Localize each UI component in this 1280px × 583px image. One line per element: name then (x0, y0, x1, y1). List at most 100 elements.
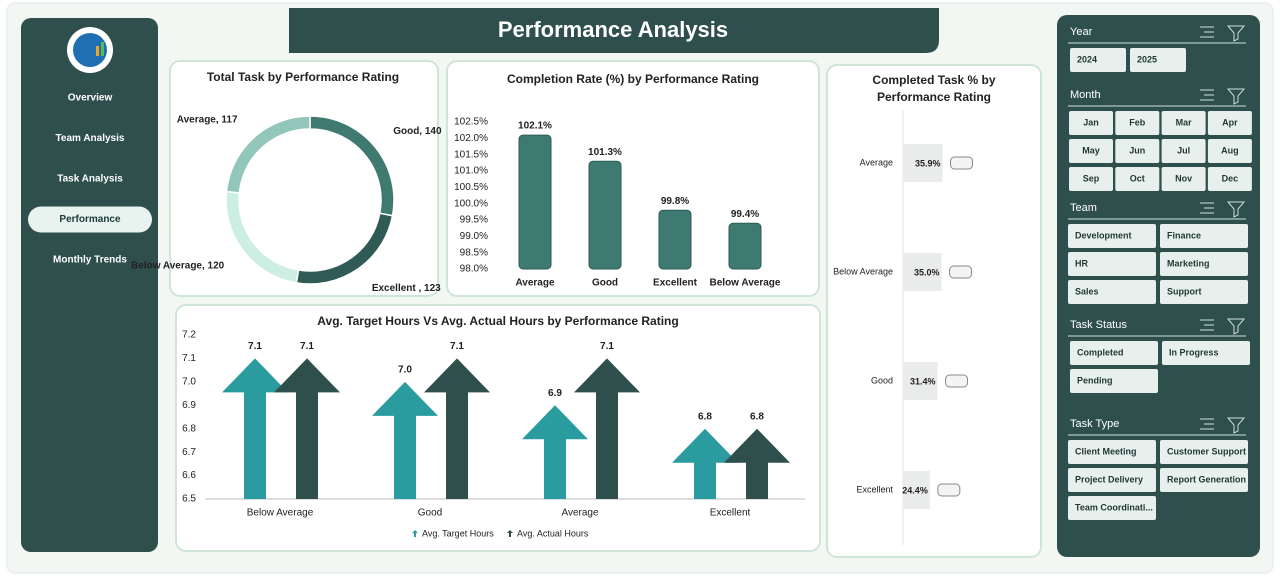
page-title: Performance Analysis (498, 17, 728, 42)
multiselect-icon (1200, 319, 1214, 331)
slicer-item[interactable]: Oct (1130, 173, 1145, 183)
data-label: 102.1% (518, 121, 552, 132)
slicer-item[interactable]: Jul (1177, 145, 1190, 155)
nav-item[interactable]: Task Analysis (57, 174, 123, 185)
slicer-button[interactable] (1161, 111, 1206, 135)
slicer-button[interactable] (1068, 252, 1156, 276)
x-tick-label: Good (592, 278, 618, 289)
nav-item[interactable]: Overview (68, 93, 113, 104)
slicer-item[interactable]: Sep (1083, 173, 1100, 183)
slicer-item[interactable]: Jun (1129, 145, 1145, 155)
data-label: 99.4% (731, 209, 759, 220)
slicer-item[interactable]: Completed (1077, 347, 1124, 357)
data-label: 31.4% (910, 376, 936, 386)
bar (903, 362, 938, 400)
filter-icon (1226, 201, 1246, 218)
slicer-item[interactable]: May (1082, 145, 1100, 155)
nav-item[interactable]: Team Analysis (56, 133, 125, 144)
slicer-button[interactable] (1207, 167, 1252, 191)
arrow-bar (672, 428, 738, 499)
slicer-button[interactable] (1160, 224, 1248, 248)
logo-bar (101, 42, 104, 56)
slicer-item[interactable]: Client Meeting (1075, 446, 1137, 456)
slicer-item[interactable]: Development (1075, 230, 1132, 240)
slicers: Year 2024 2025 Month Jan Feb Mar Apr May Jun Jul Au… (1068, 25, 1252, 520)
slicer-button[interactable] (1070, 341, 1158, 365)
x-tick-label: Below Average (247, 508, 314, 519)
car-icon (937, 483, 961, 497)
slicer-button[interactable] (1160, 468, 1248, 492)
slicer-item[interactable]: Pending (1077, 375, 1113, 385)
slicer-item[interactable]: Nov (1175, 173, 1192, 183)
slicer-item[interactable]: HR (1075, 258, 1088, 268)
slicer-item[interactable]: Dec (1222, 173, 1239, 183)
slicer-item[interactable]: Aug (1221, 145, 1239, 155)
nav-item[interactable]: Monthly Trends (53, 255, 127, 266)
multiselect-icon (1200, 89, 1214, 101)
slicer-item[interactable]: Team Coordinati... (1075, 502, 1153, 512)
slicer-button[interactable] (1115, 111, 1160, 135)
slicer-item[interactable]: 2024 (1077, 54, 1097, 64)
slicer-button[interactable] (1160, 440, 1248, 464)
legend-label: Avg. Target Hours (422, 528, 494, 538)
filter-icon (1226, 417, 1246, 434)
x-tick-label: Excellent (710, 508, 751, 519)
chart-title: Avg. Target Hours Vs Avg. Actual Hours b… (317, 314, 678, 328)
data-label: Below Average, 120 (131, 260, 225, 271)
slicer-button[interactable] (1161, 167, 1206, 191)
slicer-button[interactable] (1069, 111, 1113, 135)
slicer-item[interactable]: In Progress (1169, 347, 1219, 357)
bar (903, 144, 943, 182)
nav-item[interactable]: Performance (59, 214, 121, 225)
chart-title: Total Task by Performance Rating (207, 70, 399, 84)
slicer-button[interactable] (1161, 139, 1206, 163)
slicer-title: Team (1070, 202, 1097, 214)
chart-title-box: Completed Task % by Performance Rating (872, 73, 995, 104)
panel (175, 304, 821, 552)
chart-title: Completion Rate (%) by Performance Ratin… (507, 72, 759, 86)
arrow-bar (274, 358, 340, 499)
slicer-item[interactable]: Support (1167, 286, 1202, 296)
y-tick-label: 100.0% (454, 198, 488, 209)
y-tick-label: 6.7 (182, 447, 196, 458)
slicer-button[interactable] (1070, 369, 1158, 393)
slicer-button[interactable] (1068, 440, 1156, 464)
slicer-item[interactable]: Jan (1083, 117, 1099, 127)
slicer-item[interactable]: 2025 (1137, 54, 1157, 64)
slicer-item[interactable]: Apr (1222, 117, 1238, 127)
slicer-button[interactable] (1160, 280, 1248, 304)
slicer-button[interactable] (1207, 111, 1252, 135)
slicer-item[interactable]: Mar (1176, 117, 1193, 127)
panel (826, 64, 1042, 558)
slicer-button[interactable] (1115, 139, 1160, 163)
slicer-button[interactable] (1068, 224, 1156, 248)
data-label: 24.4% (902, 485, 928, 495)
legend-marker (507, 530, 513, 537)
slicer-button[interactable] (1207, 139, 1252, 163)
slicer-button[interactable] (1130, 48, 1186, 72)
data-label: 7.1 (600, 341, 614, 352)
slicer-button[interactable] (1068, 280, 1156, 304)
bar (728, 222, 762, 270)
slicer-item[interactable]: Report Generation (1167, 474, 1246, 484)
slicer-button[interactable] (1068, 468, 1156, 492)
slicer-item[interactable]: Feb (1129, 117, 1146, 127)
legend-label: Avg. Actual Hours (517, 528, 589, 538)
slicer-item[interactable]: Marketing (1167, 258, 1210, 268)
slicer-button[interactable] (1160, 252, 1248, 276)
slicer-button[interactable] (1068, 496, 1156, 520)
slicer-button[interactable] (1069, 167, 1113, 191)
data-label: 35.0% (914, 267, 940, 277)
slicer-item[interactable]: Customer Support (1167, 446, 1246, 456)
slicer-item[interactable]: Finance (1167, 230, 1201, 240)
slicer-button[interactable] (1070, 48, 1126, 72)
slicer-button[interactable] (1069, 139, 1113, 163)
x-tick-label: Excellent (653, 278, 698, 289)
slicer-button[interactable] (1162, 341, 1250, 365)
slicer-item[interactable]: Sales (1075, 286, 1099, 296)
data-label: 7.1 (300, 341, 314, 352)
y-tick-label: Average (860, 157, 893, 167)
slicer-item[interactable]: Project Delivery (1075, 474, 1143, 484)
slicer-button[interactable] (1115, 167, 1160, 191)
arrow-bar (372, 381, 438, 499)
